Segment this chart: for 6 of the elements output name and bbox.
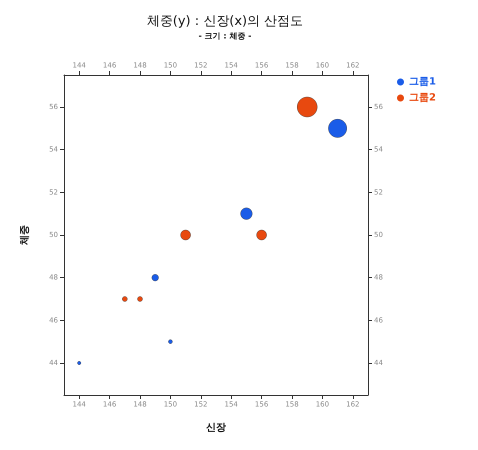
legend-label: 그룹1 — [409, 76, 436, 88]
y-axis-title: 체중 — [20, 225, 30, 246]
chart-title: 체중(y) : 신장(x)의 산점도 — [146, 14, 304, 29]
legend-label: 그룹2 — [409, 92, 436, 104]
x-axis-title: 신장 — [206, 422, 226, 434]
chart-subtitle: - 크기 : 체중 - — [198, 32, 252, 40]
